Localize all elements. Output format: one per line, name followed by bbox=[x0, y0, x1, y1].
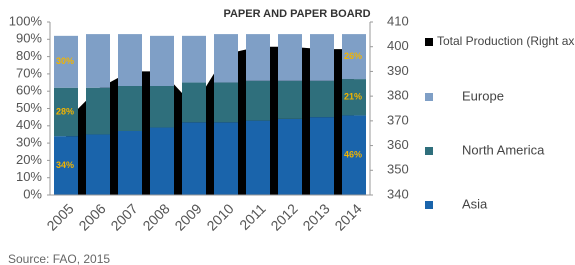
y-tick-label: 0% bbox=[23, 186, 42, 201]
y-tick-label: 100% bbox=[9, 13, 43, 28]
y-tick-label: 60% bbox=[16, 83, 42, 98]
bar-segment bbox=[54, 136, 78, 195]
bar-segment bbox=[214, 122, 238, 195]
legend-label: Europe bbox=[462, 88, 504, 103]
y2-tick-label: 380 bbox=[387, 88, 409, 103]
y-tick-label: 40% bbox=[16, 117, 42, 132]
bar-segment bbox=[118, 34, 142, 87]
x-tick-label: 2005 bbox=[43, 200, 76, 233]
bar-segment bbox=[86, 134, 110, 195]
bar-segment bbox=[182, 82, 206, 123]
legend-label: Total Production (Right ax bbox=[437, 34, 574, 48]
bar-segment bbox=[246, 34, 270, 81]
x-tick-label: 2009 bbox=[171, 200, 204, 233]
y2-tick-label: 360 bbox=[387, 137, 409, 152]
x-tick-label: 2006 bbox=[75, 200, 108, 233]
y-tick-label: 70% bbox=[16, 65, 42, 80]
bar-segment bbox=[342, 34, 366, 80]
y-tick-label: 50% bbox=[16, 100, 42, 115]
y2-tick-label: 370 bbox=[387, 112, 409, 127]
bar-segment bbox=[214, 34, 238, 83]
bar-segment bbox=[54, 87, 78, 137]
bar-segment bbox=[150, 35, 174, 87]
bar-segment bbox=[342, 115, 366, 195]
bar-segment bbox=[118, 86, 142, 131]
bar-segment bbox=[246, 80, 270, 121]
x-tick-label: 2010 bbox=[203, 200, 236, 233]
legend-label: North America bbox=[462, 142, 545, 157]
legend-swatch bbox=[425, 147, 433, 155]
source-note: Source: FAO, 2015 bbox=[8, 252, 110, 265]
legend-swatch bbox=[425, 201, 433, 209]
bar-segment bbox=[246, 120, 270, 195]
bar-segment bbox=[278, 118, 302, 195]
y2-tick-label: 390 bbox=[387, 63, 409, 78]
bar-segment bbox=[150, 127, 174, 195]
value-label: 46% bbox=[344, 150, 362, 160]
y-tick-label: 90% bbox=[16, 31, 42, 46]
bar-segment bbox=[86, 87, 110, 135]
bar-segment bbox=[342, 79, 366, 116]
value-label: 30% bbox=[56, 56, 74, 66]
bar-segment bbox=[278, 34, 302, 81]
chart-title: PAPER AND PAPER BOARD bbox=[223, 8, 370, 20]
x-tick-label: 2008 bbox=[139, 200, 172, 233]
bar-segment bbox=[86, 34, 110, 88]
legend-label: Asia bbox=[462, 196, 488, 211]
value-label: 21% bbox=[344, 92, 362, 102]
value-label: 26% bbox=[344, 51, 362, 61]
x-tick-label: 2007 bbox=[107, 200, 140, 233]
bar-segment bbox=[310, 117, 334, 195]
bar-segment bbox=[54, 35, 78, 88]
y2-tick-label: 410 bbox=[387, 13, 409, 28]
bar-segment bbox=[214, 82, 238, 123]
value-label: 34% bbox=[56, 160, 74, 170]
y2-tick-label: 350 bbox=[387, 162, 409, 177]
bar-segment bbox=[278, 80, 302, 119]
x-tick-label: 2011 bbox=[236, 200, 269, 233]
y2-tick-label: 400 bbox=[387, 38, 409, 53]
bar-segment bbox=[310, 34, 334, 81]
bar-segment bbox=[182, 35, 206, 83]
y-tick-label: 30% bbox=[16, 135, 42, 150]
y-tick-label: 20% bbox=[16, 152, 42, 167]
x-tick-label: 2012 bbox=[267, 200, 300, 233]
x-tick-label: 2014 bbox=[331, 200, 364, 233]
bar-segment bbox=[182, 122, 206, 195]
bar-segment bbox=[310, 80, 334, 118]
value-label: 28% bbox=[56, 106, 74, 116]
y-tick-label: 80% bbox=[16, 48, 42, 63]
y-tick-label: 10% bbox=[16, 169, 42, 184]
y2-tick-label: 340 bbox=[387, 186, 409, 201]
legend-swatch bbox=[425, 93, 433, 101]
bar-segment bbox=[118, 130, 142, 195]
x-tick-label: 2013 bbox=[299, 200, 332, 233]
bar-segment bbox=[150, 86, 174, 128]
legend-swatch bbox=[425, 38, 433, 46]
